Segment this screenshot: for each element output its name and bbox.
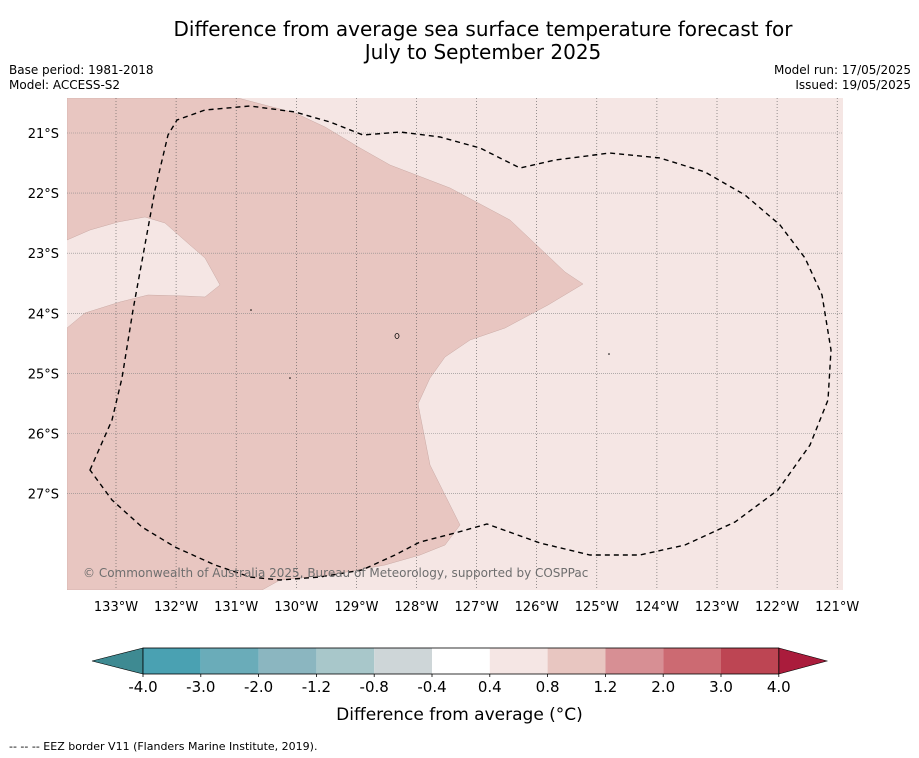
colorbar-tick-label: -2.0 bbox=[244, 678, 273, 696]
lon-label: 121°W bbox=[815, 600, 859, 615]
anomaly-zone-dark bbox=[67, 98, 584, 590]
longitude-labels: 133°W 132°W 131°W 130°W 129°W 128°W 127°W 126°W… bbox=[94, 600, 860, 615]
lat-label: 25°S bbox=[28, 367, 59, 382]
colorbar-segment bbox=[258, 648, 317, 674]
colorbar-segment bbox=[143, 648, 201, 674]
colorbar-extend-low bbox=[91, 647, 144, 675]
colorbar-tick-label: 3.0 bbox=[709, 678, 733, 696]
copyright-text: © Commonwealth of Australia 2025, Bureau… bbox=[83, 566, 588, 580]
colorbar-extend-high bbox=[778, 647, 829, 675]
colorbar-tick-label: -3.0 bbox=[186, 678, 215, 696]
colorbar-tick-label: 0.8 bbox=[536, 678, 560, 696]
colorbar-segment bbox=[605, 648, 664, 674]
colorbar-segment bbox=[200, 648, 259, 674]
colorbar-tick-label: 0.4 bbox=[478, 678, 502, 696]
base-period: Base period: 1981-2018 bbox=[9, 63, 154, 77]
colorbar-segment bbox=[316, 648, 375, 674]
lon-label: 125°W bbox=[575, 600, 619, 615]
lat-label: 23°S bbox=[28, 247, 59, 262]
lon-label: 128°W bbox=[394, 600, 438, 615]
graticule bbox=[67, 98, 843, 590]
colorbar-tick-label: 1.2 bbox=[593, 678, 617, 696]
latitude-labels: 21°S 22°S 23°S 24°S 25°S 26°S 27°S bbox=[28, 127, 59, 503]
island bbox=[394, 333, 400, 339]
lat-label: 24°S bbox=[28, 307, 59, 322]
islands bbox=[250, 309, 610, 379]
lon-label: 122°W bbox=[755, 600, 799, 615]
title-line-2: July to September 2025 bbox=[364, 40, 602, 64]
island bbox=[250, 309, 252, 311]
island bbox=[289, 377, 291, 379]
lon-label: 123°W bbox=[695, 600, 739, 615]
lon-label: 129°W bbox=[334, 600, 378, 615]
colorbar-segment bbox=[721, 648, 779, 674]
eez-border bbox=[89, 105, 832, 581]
map-title: Difference from average sea surface temp… bbox=[0, 18, 919, 64]
lat-label: 26°S bbox=[28, 428, 59, 443]
meta-left: Base period: 1981-2018 Model: ACCESS-S2 bbox=[9, 63, 154, 93]
colorbar: -4.0 -3.0 -2.0 -1.2 -0.8 -0.4 0.4 0.8 1.2 2.0 3.0 4… bbox=[91, 647, 829, 696]
lon-label: 124°W bbox=[635, 600, 679, 615]
colorbar-segment bbox=[663, 648, 721, 674]
colorbar-segment bbox=[547, 648, 606, 674]
lon-label: 126°W bbox=[515, 600, 559, 615]
colorbar-tick-label: 4.0 bbox=[767, 678, 791, 696]
colorbar-tick-label: -1.2 bbox=[302, 678, 331, 696]
colorbar-segment bbox=[432, 648, 490, 674]
model-name: Model: ACCESS-S2 bbox=[9, 78, 121, 92]
colorbar-outline bbox=[142, 647, 780, 675]
colorbar-tick-label: -4.0 bbox=[128, 678, 157, 696]
lat-label: 21°S bbox=[28, 127, 59, 142]
island bbox=[608, 353, 610, 355]
colorbar-tick-label: -0.8 bbox=[360, 678, 389, 696]
colorbar-tick-label: 2.0 bbox=[651, 678, 675, 696]
lon-label: 131°W bbox=[214, 600, 258, 615]
sst-map: © Commonwealth of Australia 2025, Bureau… bbox=[28, 98, 860, 696]
title-line-1: Difference from average sea surface temp… bbox=[173, 17, 793, 41]
lat-label: 27°S bbox=[28, 488, 59, 503]
issued-date: Issued: 19/05/2025 bbox=[795, 78, 911, 92]
colorbar-tick-label: -0.4 bbox=[417, 678, 446, 696]
lon-label: 133°W bbox=[94, 600, 138, 615]
colorbar-label: Difference from average (°C) bbox=[336, 705, 583, 725]
colorbar-segment bbox=[374, 648, 432, 674]
lon-label: 130°W bbox=[274, 600, 318, 615]
footnote: -- -- -- EEZ border V11 (Flanders Marine… bbox=[9, 740, 318, 753]
model-run: Model run: 17/05/2025 bbox=[773, 63, 911, 77]
map-area: © Commonwealth of Australia 2025, Bureau… bbox=[67, 98, 843, 590]
meta-right: Model run: 17/05/2025 Issued: 19/05/2025 bbox=[774, 63, 911, 93]
lon-label: 132°W bbox=[154, 600, 198, 615]
lon-label: 127°W bbox=[455, 600, 499, 615]
lat-label: 22°S bbox=[28, 187, 59, 202]
colorbar-segment bbox=[489, 648, 548, 674]
